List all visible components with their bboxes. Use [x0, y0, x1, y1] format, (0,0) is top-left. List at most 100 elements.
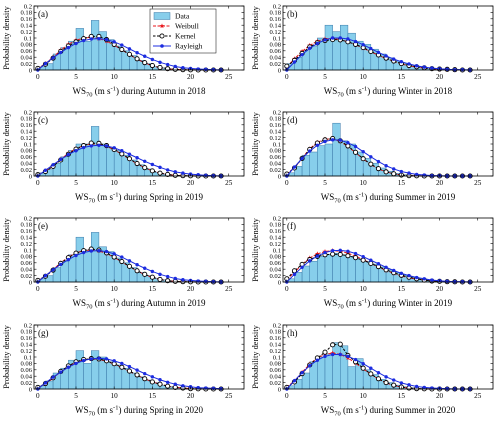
rayleigh-point	[330, 352, 335, 357]
rayleigh-point	[181, 278, 185, 282]
rayleigh-point	[346, 141, 350, 145]
rayleigh-point	[66, 365, 71, 369]
rayleigh-point	[135, 263, 139, 267]
y-tick-label: 0.02	[269, 61, 281, 68]
rayleigh-point	[150, 57, 155, 62]
y-tick-label: 0.14	[20, 129, 32, 136]
kernel-point	[119, 151, 125, 157]
y-tick-label: 0.2	[273, 109, 281, 116]
histogram-bar	[332, 122, 341, 177]
legend-label-data: Data	[175, 12, 190, 21]
x-tick-label: 20	[436, 73, 444, 81]
x-tick-label: 15	[149, 392, 157, 400]
x-label-unit: (m s	[341, 405, 359, 415]
rayleigh-point	[399, 271, 404, 276]
y-tick-label: 0	[29, 279, 33, 286]
y-tick-label: 0.04	[269, 267, 281, 274]
rayleigh-point	[361, 43, 365, 47]
kernel-point	[165, 171, 171, 177]
y-tick-label: 0.1	[24, 354, 32, 361]
x-label-sub: 70	[89, 198, 96, 205]
rayleigh-point	[430, 278, 434, 282]
rayleigh-point	[353, 39, 358, 44]
histogram-bar	[340, 24, 349, 71]
y-tick-label: 0.12	[20, 29, 32, 36]
panel-h: 00.020.040.060.080.10.120.140.160.180.20…	[251, 322, 494, 418]
x-tick-label: 25	[474, 392, 482, 400]
histogram-bar	[332, 252, 341, 283]
rayleigh-point	[135, 51, 139, 55]
x-tick-label: 20	[187, 392, 195, 400]
y-tick-label: 0.12	[20, 241, 32, 248]
x-tick-label: 15	[398, 179, 406, 187]
y-tick-label: 0.06	[20, 48, 32, 55]
y-tick-label: 0.1	[24, 141, 32, 148]
y-tick-label: 0.2	[24, 322, 32, 329]
kernel-point	[134, 372, 140, 378]
rayleigh-point	[165, 62, 170, 67]
y-tick-label: 0.06	[269, 367, 281, 374]
x-tick-label: 25	[474, 179, 482, 187]
x-tick-label: 10	[111, 392, 119, 400]
rayleigh-point	[112, 359, 116, 363]
histogram-bar	[91, 126, 100, 177]
rayleigh-point	[120, 361, 124, 366]
x-label-sup: -1	[113, 405, 118, 412]
rayleigh-point	[308, 259, 312, 263]
rayleigh-point	[104, 357, 109, 361]
x-tick-label: 5	[323, 179, 327, 187]
y-tick-label: 0.18	[269, 10, 281, 17]
rayleigh-point	[158, 60, 162, 65]
kernel-point	[126, 51, 132, 57]
rayleigh-point	[89, 144, 93, 148]
rayleigh-point	[353, 251, 358, 256]
histogram-bar	[347, 366, 356, 390]
y-tick-label: 0.1	[24, 35, 32, 42]
y-tick-label: 0	[29, 386, 33, 393]
x-label-tail: ) during Winter in 2019	[367, 298, 452, 308]
rayleigh-point	[353, 357, 358, 362]
x-label-ws: WS	[324, 298, 338, 308]
kernel-point	[360, 156, 366, 162]
y-tick-label: 0.04	[20, 161, 32, 168]
x-tick-label: 10	[111, 179, 119, 187]
rayleigh-point	[315, 143, 320, 147]
rayleigh-point	[51, 56, 55, 60]
y-tick-label: 0.12	[20, 348, 32, 355]
y-tick-label: 0.14	[20, 235, 32, 242]
rayleigh-point	[143, 159, 147, 163]
rayleigh-point	[292, 272, 297, 277]
histogram-bar	[75, 28, 84, 71]
rayleigh-point	[392, 268, 396, 273]
histogram-bar	[91, 20, 100, 71]
y-tick-label: 0	[29, 67, 33, 74]
rayleigh-point	[81, 358, 86, 363]
rayleigh-point	[308, 46, 312, 50]
y-tick-label: 0.16	[20, 122, 32, 129]
y-axis-label: Probability density	[2, 324, 11, 388]
y-axis-label: Probability density	[251, 5, 260, 69]
rayleigh-point	[150, 162, 155, 167]
rayleigh-point	[292, 378, 297, 383]
rayleigh-point	[338, 36, 342, 40]
panel-label: (e)	[38, 221, 48, 231]
rayleigh-point	[181, 171, 185, 175]
panel-c: 00.020.040.060.080.10.120.140.160.180.20…	[2, 109, 245, 205]
x-label-sub: 70	[337, 304, 344, 311]
kernel-point	[157, 170, 163, 176]
rayleigh-point	[97, 356, 101, 360]
rayleigh-point	[165, 380, 170, 384]
y-tick-label: 0.18	[269, 116, 281, 123]
rayleigh-point	[127, 364, 132, 369]
y-tick-label: 0.02	[20, 273, 32, 280]
x-axis-label: WS70 (m s-1) during Winter in 2018	[324, 86, 453, 99]
kernel-point	[142, 271, 148, 277]
rayleigh-point	[338, 352, 342, 357]
x-label-unit: (m s	[93, 86, 111, 96]
x-label-sub: 70	[334, 411, 341, 418]
x-label-tail: ) during Spring in 2020	[118, 405, 203, 415]
y-tick-label: 0.16	[20, 228, 32, 235]
x-label-tail: ) during Summer in 2019	[364, 192, 455, 202]
rayleigh-point	[300, 52, 304, 57]
kernel-point	[126, 156, 132, 162]
